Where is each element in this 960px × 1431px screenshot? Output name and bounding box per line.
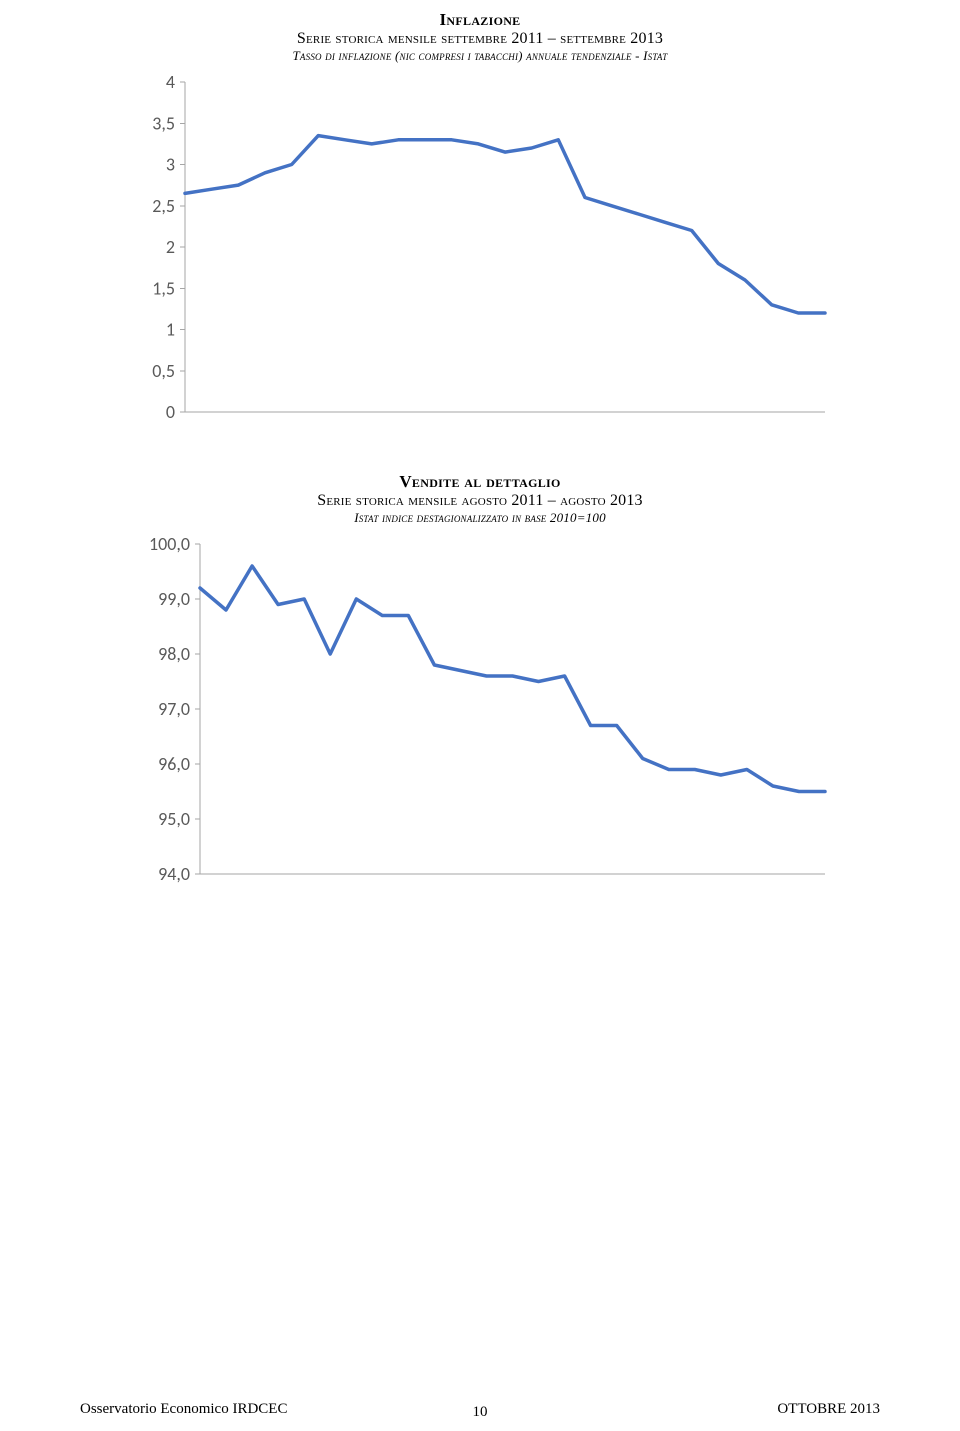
chart2-subtitle2: Istat indice destagionalizzato in base 2… [80,510,880,526]
chart1-title-block: Inflazione Serie storica mensile settemb… [80,10,880,64]
spacer [80,432,880,472]
svg-text:1: 1 [166,319,175,341]
chart2-subtitle1: Serie storica mensile agosto 2011 – agos… [80,492,880,510]
svg-text:2: 2 [166,236,175,258]
footer-left-text: Osservatorio Economico IRDCEC [80,1401,287,1418]
chart2-title-block: Vendite al dettaglio Serie storica mensi… [80,472,880,526]
chart1-subtitle2: Tasso di inflazione (nic compresi i taba… [80,48,880,64]
svg-text:99,0: 99,0 [158,588,190,610]
svg-text:0: 0 [166,401,175,423]
chart1-main-title: Inflazione [80,10,880,30]
svg-text:100,0: 100,0 [149,534,190,555]
chart2-line-chart: 94,0 95,0 96,0 97,0 98,0 99,0 100,0 [130,534,830,894]
footer-right-text: OTTOBRE 2013 [777,1401,880,1418]
svg-text:97,0: 97,0 [158,698,190,720]
svg-text:0,5: 0,5 [152,360,175,382]
chart1-line-chart: 0 0,5 1 1,5 2 2,5 3 3,5 4 [130,72,830,432]
svg-text:96,0: 96,0 [158,753,190,775]
svg-text:3,5: 3,5 [152,112,175,134]
svg-text:2,5: 2,5 [152,195,175,217]
svg-text:95,0: 95,0 [158,808,190,830]
chart1-subtitle1: Serie storica mensile settembre 2011 – s… [80,30,880,48]
svg-text:98,0: 98,0 [158,643,190,665]
svg-text:4: 4 [166,72,175,93]
svg-text:3: 3 [166,154,175,176]
page-root: Inflazione Serie storica mensile settemb… [0,0,960,1431]
chart2-main-title: Vendite al dettaglio [80,472,880,492]
svg-text:94,0: 94,0 [158,863,190,885]
page-number: 10 [473,1404,488,1421]
svg-text:1,5: 1,5 [152,277,175,299]
